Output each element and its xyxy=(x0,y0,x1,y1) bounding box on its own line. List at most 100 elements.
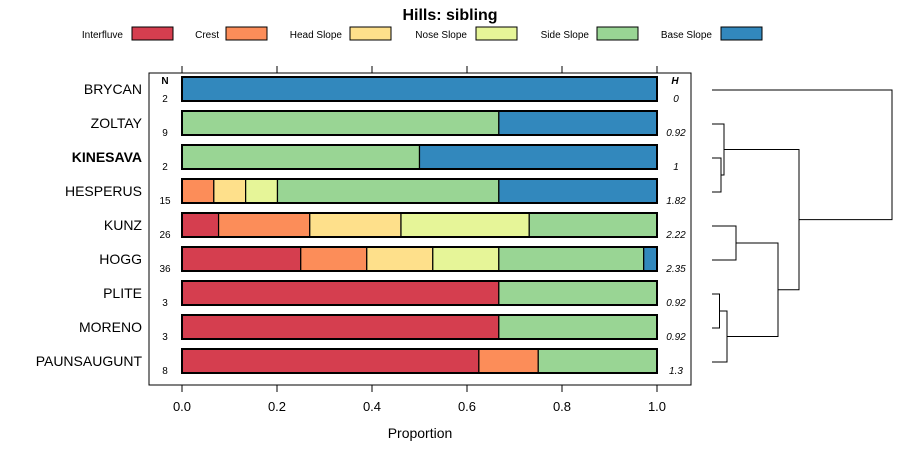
n-value: 9 xyxy=(162,128,168,139)
plot-frame xyxy=(148,72,692,386)
bar-outline xyxy=(181,110,658,136)
bar-segment xyxy=(181,178,215,204)
bar-segment xyxy=(400,212,530,238)
bar-segment xyxy=(498,314,658,340)
bar-row: ZOLTAY 9 0.92 xyxy=(91,110,686,139)
h-value: 0.92 xyxy=(666,298,686,309)
bar-row: HESPERUS 15 1.82 xyxy=(65,178,686,207)
bar-segment xyxy=(498,246,645,272)
legend: Interfluve Crest Head Slope Nose Slope Side … xyxy=(82,26,763,41)
n-value: 2 xyxy=(162,162,168,173)
x-tick-label: 0.8 xyxy=(553,399,571,414)
row-label: PAUNSAUGUNT xyxy=(36,353,143,369)
bar-segment xyxy=(213,178,247,204)
row-label: KINESAVA xyxy=(72,149,142,165)
bar-segment xyxy=(537,348,658,374)
dendrogram-link xyxy=(724,149,800,291)
x-tick-label: 0.0 xyxy=(173,399,191,414)
h-value: 2.35 xyxy=(665,264,686,275)
n-value: 3 xyxy=(162,332,168,343)
n-value: 36 xyxy=(159,264,171,275)
row-label: KUNZ xyxy=(104,217,143,233)
x-axis: 0.0 0.2 0.4 0.6 0.8 1.0 xyxy=(173,385,666,414)
h-value: 0.92 xyxy=(666,332,686,343)
row-label: ZOLTAY xyxy=(91,115,143,131)
dendrogram-link xyxy=(727,242,779,337)
bar-segment xyxy=(181,314,500,340)
bar-segment xyxy=(181,110,500,136)
bar-segment xyxy=(432,246,500,272)
bar-segment xyxy=(181,280,500,306)
bar-segment xyxy=(217,212,311,238)
legend-label: Base Slope xyxy=(661,30,713,41)
bar-segment xyxy=(181,348,480,374)
legend-label: Crest xyxy=(195,30,219,41)
legend-swatch xyxy=(349,26,392,41)
legend-label: Head Slope xyxy=(290,30,343,41)
row-label: PLITE xyxy=(103,285,142,301)
bar-outline xyxy=(181,314,658,340)
h-value: 1.3 xyxy=(669,366,683,377)
n-value: 8 xyxy=(162,366,168,377)
bar-row: MORENO 3 0.92 xyxy=(79,314,686,343)
h-value: 0.92 xyxy=(666,128,686,139)
bar-outline xyxy=(181,280,658,306)
row-label: HOGG xyxy=(99,251,142,267)
x-tick-label: 1.0 xyxy=(648,399,666,414)
x-axis-label: Proportion xyxy=(388,425,453,441)
legend-label: Side Slope xyxy=(541,30,590,41)
h-value: 0 xyxy=(673,94,679,105)
bar-outline xyxy=(181,348,658,374)
legend-swatch xyxy=(596,26,639,41)
bar-segment xyxy=(181,144,421,170)
row-label: BRYCAN xyxy=(84,81,142,97)
bar-segment xyxy=(309,212,402,238)
legend-swatch xyxy=(131,26,174,41)
n-value: 26 xyxy=(159,230,171,241)
bar-segment xyxy=(366,246,434,272)
legend-swatch xyxy=(720,26,763,41)
bar-segment xyxy=(528,212,658,238)
bar-outline xyxy=(181,76,658,102)
h-header: H xyxy=(671,76,679,87)
bar-segment xyxy=(498,280,658,306)
legend-label: Interfluve xyxy=(82,30,124,41)
legend-swatch xyxy=(225,26,268,41)
n-header: N xyxy=(161,76,168,87)
row-label: HESPERUS xyxy=(65,183,142,199)
bar-segment xyxy=(478,348,539,374)
bar-segment xyxy=(181,246,302,272)
bar-outline xyxy=(181,178,658,204)
legend-swatch xyxy=(475,26,518,41)
bar-segment xyxy=(276,178,500,204)
h-value: 1.82 xyxy=(666,196,686,207)
bar-row: HOGG 36 2.35 xyxy=(99,246,686,275)
dendrogram-link xyxy=(712,293,720,329)
dendrogram-link xyxy=(712,225,737,261)
bar-segment xyxy=(300,246,368,272)
h-value: 2.22 xyxy=(665,230,686,241)
rows: BRYCAN 2 0 ZOLTAY 9 0.92 KINESAVA 2 1 HESPERUS 15 1… xyxy=(36,76,686,377)
bar-segment xyxy=(181,212,220,238)
x-tick-label: 0.4 xyxy=(363,399,381,414)
bar-row: BRYCAN 2 0 xyxy=(84,76,679,105)
bar-segment xyxy=(418,144,658,170)
bar-outline xyxy=(181,246,658,272)
n-value: 2 xyxy=(162,94,168,105)
bar-row: PAUNSAUGUNT 8 1.3 xyxy=(36,348,683,377)
bar-outline xyxy=(181,212,658,238)
legend-label: Nose Slope xyxy=(415,30,467,41)
bar-segment xyxy=(181,76,658,102)
x-tick-label: 0.6 xyxy=(458,399,476,414)
dendrogram-link xyxy=(712,89,893,221)
chart-title: Hills: sibling xyxy=(402,7,497,24)
x-tick-label: 0.2 xyxy=(268,399,286,414)
h-value: 1 xyxy=(673,162,679,173)
row-label: MORENO xyxy=(79,319,142,335)
n-value: 15 xyxy=(159,196,171,207)
dendrogram xyxy=(712,89,893,363)
bar-row: KINESAVA 2 1 xyxy=(72,144,679,173)
bar-segment xyxy=(245,178,279,204)
n-value: 3 xyxy=(162,298,168,309)
